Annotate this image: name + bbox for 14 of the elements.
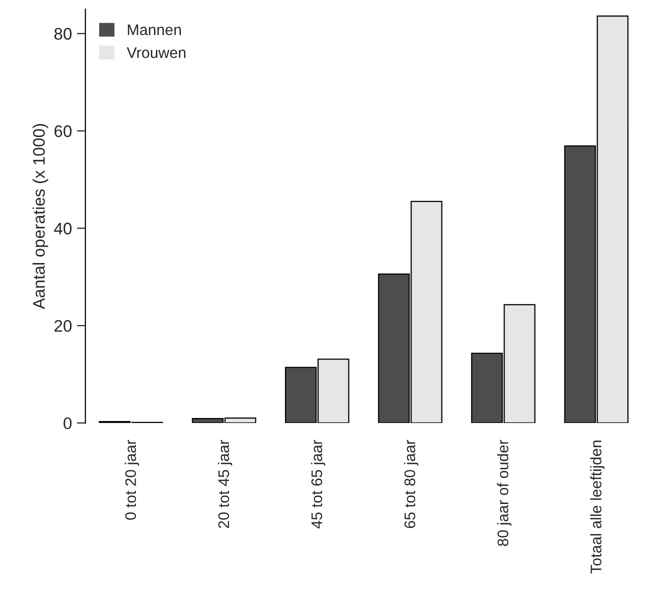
x-tick-label: 0 tot 20 jaar: [124, 440, 140, 520]
y-tick-label: 60: [54, 125, 72, 138]
y-tick-label: 0: [64, 417, 72, 430]
x-tick-label: Totaal alle leeftijden: [590, 440, 604, 574]
x-tick-label: 65 tot 80 jaar: [404, 440, 418, 528]
x-tick-label: 80 jaar of ouder: [497, 440, 512, 546]
y-tick-label: 20: [54, 320, 72, 332]
y-axis-title: Aantal operaties (x 1000): [32, 124, 48, 310]
legend-label: Vrouwen: [126, 47, 186, 58]
y-tick-label: 80: [54, 28, 72, 40]
x-tick-label: 20 tot 45 jaar: [218, 440, 232, 528]
y-tick-label: 40: [54, 222, 72, 234]
legend-label: Mannen: [128, 24, 181, 36]
x-tick-label: 45 tot 65 jaar: [310, 440, 326, 528]
